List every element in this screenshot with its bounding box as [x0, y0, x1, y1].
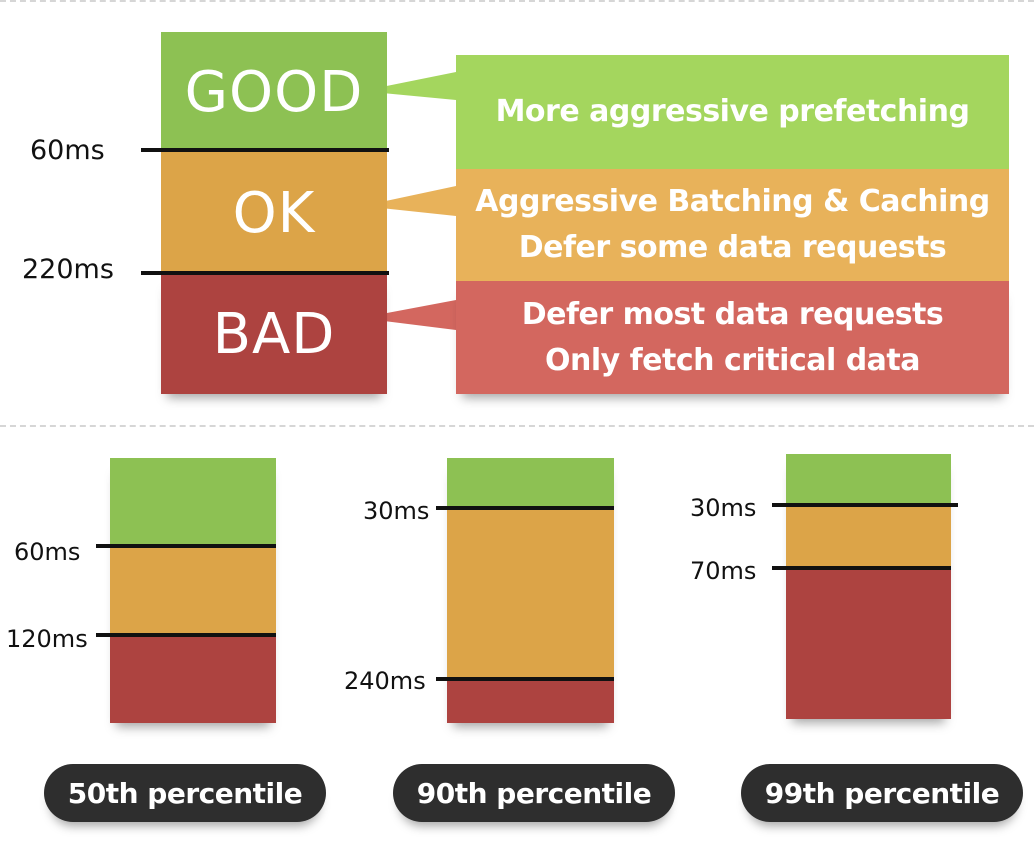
- tier-name-ok: OK: [232, 180, 316, 246]
- threshold-line: [772, 566, 951, 570]
- threshold-label: 70ms: [690, 557, 757, 585]
- percentile-label: 90th percentile: [416, 776, 652, 810]
- threshold-label-60: 60ms: [30, 135, 105, 166]
- tier-block-bad: BAD: [161, 274, 387, 394]
- threshold-line: [96, 544, 276, 548]
- ok-zone: [110, 546, 276, 636]
- threshold-line-220: [141, 271, 389, 275]
- percentile-bar: [110, 458, 276, 723]
- threshold-line: [436, 677, 614, 681]
- ok-zone: [786, 506, 951, 568]
- top-divider: [0, 0, 1034, 2]
- tier-block-ok: OK: [161, 152, 387, 274]
- bad-pointer: [360, 300, 456, 330]
- threshold-label: 30ms: [690, 494, 757, 522]
- good-zone: [447, 458, 614, 508]
- section-divider: [0, 425, 1034, 427]
- percentile-label: 99th percentile: [764, 776, 1000, 810]
- threshold-label-220: 220ms: [22, 254, 114, 285]
- threshold-line-60: [141, 148, 389, 152]
- tier-description-good: More aggressive prefetching: [456, 55, 1009, 169]
- threshold-line: [96, 633, 276, 637]
- threshold-line: [772, 503, 958, 507]
- ok-zone: [447, 508, 614, 681]
- description-line: Aggressive Batching & Caching: [475, 184, 990, 219]
- tier-name-bad: BAD: [212, 301, 336, 367]
- description-line: Defer some data requests: [518, 230, 947, 265]
- percentile-bar: [447, 458, 614, 723]
- description-line: Defer most data requests: [521, 296, 944, 332]
- description-line: Only fetch critical data: [544, 342, 921, 378]
- tier-name-good: GOOD: [184, 59, 364, 125]
- bad-zone: [447, 681, 614, 723]
- percentile-label-pill: 90th percentile: [393, 764, 675, 822]
- threshold-label: 60ms: [14, 538, 81, 566]
- percentile-bar: [786, 454, 951, 719]
- description-line: More aggressive prefetching: [495, 94, 970, 129]
- good-zone: [786, 454, 951, 506]
- percentile-label: 50th percentile: [67, 776, 303, 810]
- threshold-label: 240ms: [344, 667, 426, 695]
- good-zone: [110, 458, 276, 546]
- tier-block-good: GOOD: [161, 32, 387, 152]
- tier-description-ok: Aggressive Batching & Caching Defer some…: [456, 169, 1009, 281]
- bad-zone: [110, 636, 276, 723]
- threshold-label: 120ms: [6, 625, 88, 653]
- threshold-line: [436, 506, 614, 510]
- percentile-label-pill: 50th percentile: [44, 764, 326, 822]
- percentile-label-pill: 99th percentile: [741, 764, 1023, 822]
- bad-zone: [786, 568, 951, 719]
- threshold-label: 30ms: [363, 497, 430, 525]
- tier-description-bad: Defer most data requests Only fetch crit…: [456, 281, 1009, 394]
